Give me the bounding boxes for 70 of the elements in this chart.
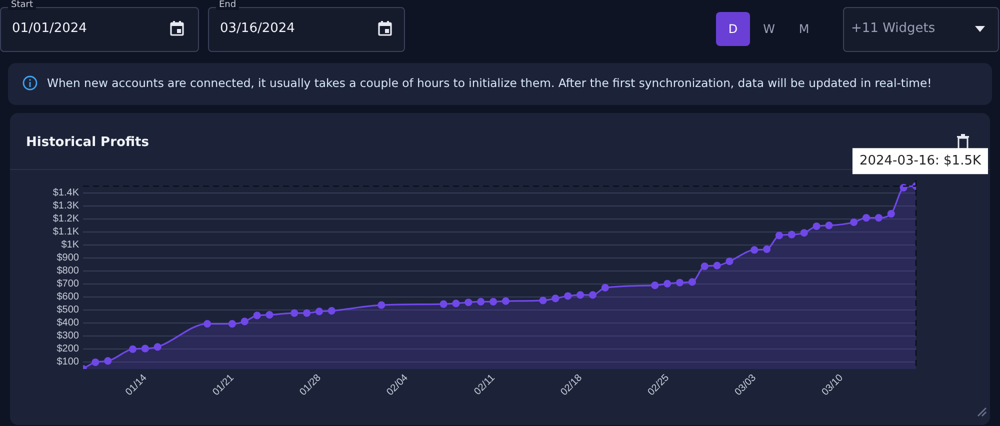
text: M [798, 21, 810, 38]
y-tick-label: $1.4K [52, 188, 80, 199]
point [750, 246, 758, 254]
point [601, 284, 609, 292]
point [812, 222, 820, 230]
y-tick-label: $100 [56, 356, 80, 368]
y-tick-label: $700 [56, 278, 80, 290]
text: When new accounts are connected, it usually takes a couple of hours to initialize them. After the first synchronization, data will be updated in real-time! [47, 76, 932, 90]
point [726, 258, 734, 266]
point [588, 291, 597, 299]
point [315, 308, 324, 316]
point [688, 278, 696, 286]
point [204, 320, 212, 328]
point [154, 343, 162, 351]
point [502, 297, 510, 305]
text: End [216, 0, 240, 10]
text: 03/16/2024 [220, 21, 295, 36]
point [552, 294, 560, 302]
point [651, 282, 659, 290]
y-tick-label: $900 [56, 252, 80, 264]
y-tick-label: $300 [56, 330, 80, 342]
y-tick-label: $1K [61, 240, 80, 251]
point [775, 232, 784, 240]
point [664, 280, 672, 288]
point [104, 357, 112, 365]
point [452, 300, 460, 308]
point [328, 307, 336, 315]
annotation: 2024-03-16: $1.5K [859, 153, 982, 168]
point [464, 298, 472, 306]
point [440, 300, 448, 308]
point [128, 345, 137, 353]
point [887, 210, 895, 218]
point [874, 214, 882, 222]
y-tick-label: $400 [56, 318, 80, 329]
y-tick-label: $800 [56, 266, 80, 277]
point [713, 262, 721, 270]
text: W [762, 21, 776, 38]
y-tick-label: $1.1K [52, 226, 80, 238]
point [862, 214, 870, 222]
point [290, 309, 298, 317]
point [825, 222, 833, 230]
y-tick-label: $200 [56, 344, 80, 355]
point [240, 318, 248, 326]
y-tick-label: $1.3K [52, 200, 80, 212]
text: 01/01/2024 [12, 21, 87, 36]
point [576, 291, 584, 299]
point [266, 311, 274, 319]
y-tick-label: $1.2K [52, 214, 80, 225]
point [253, 312, 261, 320]
point [700, 262, 708, 270]
point [228, 320, 236, 328]
text: D [716, 12, 750, 46]
text: Start [8, 0, 36, 10]
y-tick-label: $500 [56, 304, 80, 316]
point [676, 278, 684, 286]
chart-title: Historical Profits [26, 135, 150, 150]
point [141, 344, 149, 352]
text: +11 Widgets [851, 21, 936, 36]
point [92, 358, 100, 366]
point [763, 245, 771, 254]
point [302, 309, 311, 317]
point [564, 292, 572, 300]
point [539, 296, 547, 304]
point [477, 298, 485, 306]
point [378, 301, 386, 309]
point [788, 230, 796, 238]
y-tick-label: $600 [56, 292, 80, 303]
point [489, 298, 498, 306]
point [850, 218, 858, 226]
point [800, 229, 808, 237]
